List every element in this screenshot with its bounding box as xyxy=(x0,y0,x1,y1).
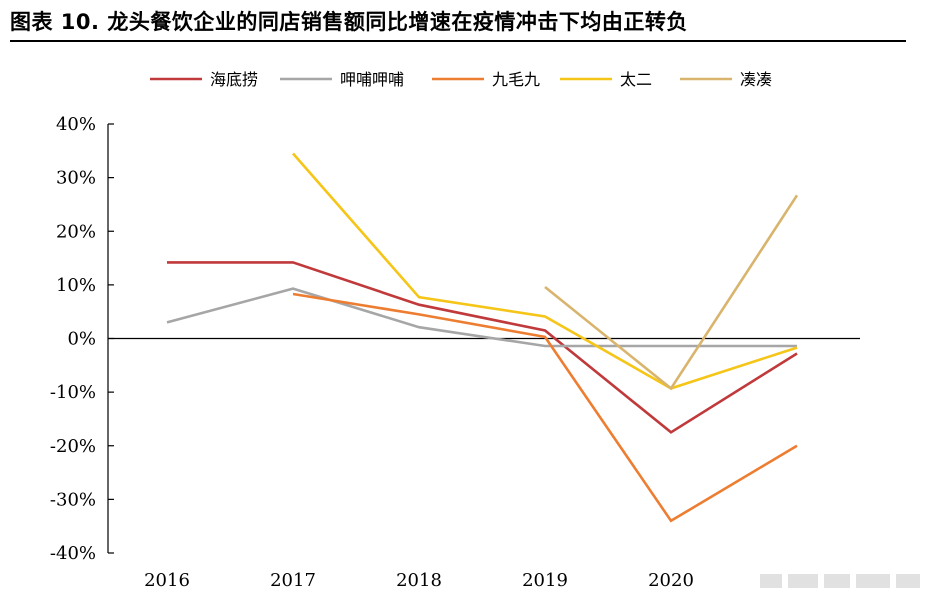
legend-label: 呷哺呷哺 xyxy=(340,70,404,89)
y-tick-label: -40% xyxy=(50,543,96,564)
x-tick-label: 2019 xyxy=(522,570,568,591)
series-line xyxy=(166,287,797,348)
x-tick-label: 2017 xyxy=(270,570,316,591)
y-tick-label: 40% xyxy=(56,114,96,135)
x-tick-label: 2016 xyxy=(144,570,190,591)
series-lines xyxy=(166,152,799,523)
series-line xyxy=(544,194,799,391)
series-line xyxy=(292,152,798,390)
x-tick-label: 2020 xyxy=(648,570,694,591)
watermark xyxy=(760,570,930,592)
legend-label: 太二 xyxy=(620,70,652,89)
legend-label: 九毛九 xyxy=(492,70,540,89)
y-tick-label: 10% xyxy=(56,275,96,296)
series-line xyxy=(292,292,798,523)
y-tick-label: -30% xyxy=(50,489,96,510)
title-divider xyxy=(10,40,906,42)
y-tick-label: -20% xyxy=(50,436,96,457)
y-tick-label: 20% xyxy=(56,221,96,242)
y-tick-label: -10% xyxy=(50,382,96,403)
x-tick-label: 2018 xyxy=(396,570,442,591)
legend-label: 凑凑 xyxy=(740,70,772,89)
legend-label: 海底捞 xyxy=(210,70,258,89)
chart-title: 图表 10. 龙头餐饮企业的同店销售额同比增速在疫情冲击下均由正转负 xyxy=(10,10,688,34)
legend: 海底捞 呷哺呷哺 九毛九 太二 凑凑 xyxy=(150,70,772,89)
y-tick-label: 0% xyxy=(67,329,96,350)
axes: 40% 30% 20% 10% 0% -10% -20% -30% -40% 2016 2017 20… xyxy=(50,114,860,591)
y-tick-label: 30% xyxy=(56,168,96,189)
series-line xyxy=(167,261,798,434)
